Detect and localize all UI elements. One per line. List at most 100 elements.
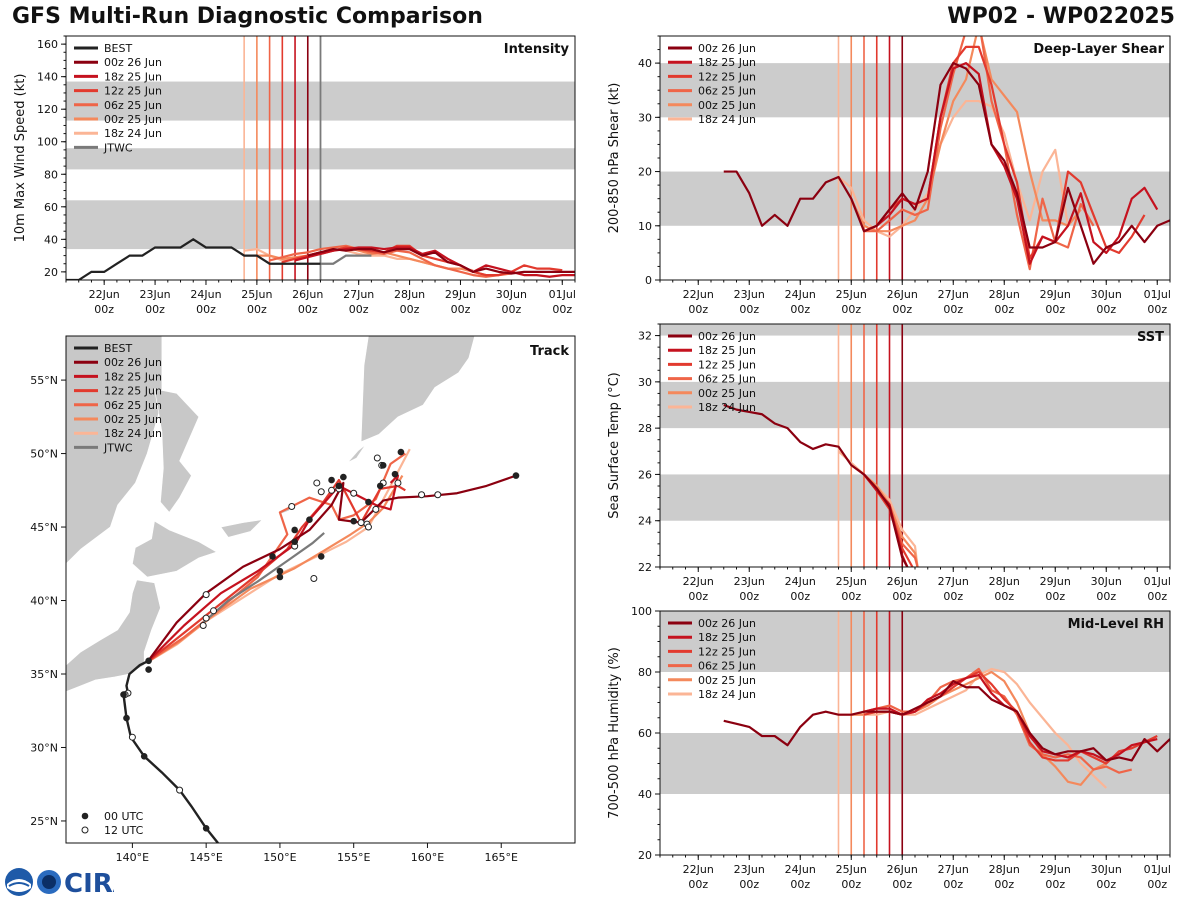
rh-band (660, 611, 1170, 672)
intensity-legend-label: 18z 25 Jun (104, 70, 162, 83)
intensity-ylabel: 10m Max Wind Speed (kt) (13, 74, 28, 243)
marker-00utc (276, 567, 284, 575)
rh-xtick-label: 23Jun (734, 863, 765, 876)
marker-00utc (291, 526, 298, 534)
shear-xtick-label: 22Jun (683, 288, 714, 301)
noaa-logo-icon: CIRA (5, 868, 133, 899)
page-title: GFS Multi-Run Diagnostic Comparison (12, 4, 483, 29)
shear-series-line (850, 36, 1082, 233)
rh-ylabel: 700-500 hPa Humidity (%) (607, 647, 622, 819)
marker-00utc (276, 573, 284, 581)
rh-legend-label: 06z 25 Jun (698, 660, 756, 673)
marker-12utc (210, 607, 218, 615)
intensity-ytick-label: 60 (44, 201, 58, 214)
shear-ytick-label: 40 (638, 57, 652, 70)
track-ytick-label: 30°N (30, 741, 58, 754)
sst-title: SST (1137, 330, 1164, 345)
marker-12utc (310, 574, 318, 582)
track-xtick-label: 145°E (189, 851, 222, 864)
intensity-ytick-label: 100 (37, 136, 58, 149)
rh-ytick-label: 60 (638, 727, 652, 740)
sst-xtick-label: 00z (688, 590, 708, 603)
shear-band (660, 171, 1170, 226)
track-legend-label: 00z 26 Jun (104, 356, 162, 369)
intensity-xtick-label: 27Jun (343, 288, 374, 301)
rh-legend-label: 18z 24 Jun (698, 688, 756, 701)
shear-xtick-label: 25Jun (836, 288, 867, 301)
intensity-legend-label: JTWC (103, 141, 133, 154)
sst-xtick-label: 00z (841, 590, 861, 603)
marker-12utc (202, 614, 210, 622)
panel-track: 140°E 145°E 150°E 155°E 160°E 165°E 25°N 30°N 35… (30, 335, 576, 864)
shear-ylabel: 200-850 hPa Shear (kt) (607, 83, 622, 234)
sst-ytick-label: 32 (638, 330, 652, 343)
sst-xtick-label: 00z (739, 590, 759, 603)
intensity-xtick-label: 25Jun (241, 288, 272, 301)
rh-xtick-label: 28Jun (989, 863, 1020, 876)
intensity-xtick-label: 00z (400, 303, 420, 316)
intensity-xtick-label: 00z (196, 303, 216, 316)
track-forecast-line (146, 474, 517, 663)
shear-series-line (864, 36, 1095, 271)
rh-band (660, 733, 1170, 794)
rh-xtick-label: 00z (994, 878, 1014, 891)
marker-00utc (145, 657, 152, 665)
sst-xtick-label: 24Jun (785, 575, 816, 588)
logo-text: CIRA (64, 869, 114, 898)
marker-00utc (512, 472, 520, 479)
sst-xtick-label: 28Jun (989, 575, 1020, 588)
marker-12utc (350, 489, 358, 497)
track-title: Track (530, 344, 569, 359)
rh-xtick-label: 27Jun (938, 863, 969, 876)
marker-12utc (202, 591, 210, 599)
track-legend-label: 18z 24 Jun (104, 427, 162, 440)
shear-ytick-label: 20 (638, 166, 652, 179)
marker-00utc (145, 666, 152, 673)
marker-12utc (357, 519, 365, 527)
marker-12utc (317, 488, 325, 496)
sst-band (660, 324, 1170, 336)
shear-xtick-label: 24Jun (785, 288, 816, 301)
intensity-series-line (307, 247, 575, 275)
marker-12utc (128, 733, 136, 741)
intensity-ytick-label: 40 (44, 233, 58, 246)
rh-ytick-label: 40 (638, 788, 652, 801)
track-frame (65, 335, 576, 844)
marker-12utc (434, 491, 442, 499)
shear-xtick-label: 27Jun (938, 288, 969, 301)
rh-xtick-label: 26Jun (887, 863, 918, 876)
intensity-xtick-label: 00z (247, 303, 267, 316)
marker-00utc (123, 714, 130, 722)
shear-xtick-label: 00z (790, 303, 810, 316)
intensity-xtick-label: 00z (451, 303, 471, 316)
shear-xtick-label: 23Jun (734, 288, 765, 301)
rh-xtick-label: 00z (688, 878, 708, 891)
marker-12utc (372, 505, 380, 513)
sst-xtick-label: 25Jun (836, 575, 867, 588)
shear-xtick-label: 01Jul (1144, 288, 1171, 301)
rh-plot-area (660, 611, 1170, 855)
sst-legend-label: 18z 25 Jun (698, 344, 756, 357)
marker-12utc (176, 786, 184, 794)
sst-xtick-label: 22Jun (683, 575, 714, 588)
sst-legend-label: 12z 25 Jun (698, 358, 756, 371)
marker-00utc (397, 448, 405, 456)
intensity-xtick-label: 28Jun (394, 288, 425, 301)
intensity-ytick-label: 20 (44, 266, 58, 279)
track-xtick-label: 160°E (411, 851, 444, 864)
rh-xtick-label: 30Jun (1091, 863, 1122, 876)
rh-legend-label: 12z 25 Jun (698, 645, 756, 658)
intensity-legend-label: 12z 25 Jun (104, 85, 162, 98)
sst-xtick-label: 27Jun (938, 575, 969, 588)
shear-legend-label: 18z 25 Jun (698, 56, 756, 69)
sst-series-line (837, 450, 919, 567)
rh-ytick-label: 100 (631, 605, 652, 618)
intensity-series-line (282, 244, 563, 277)
intensity-best-line (66, 238, 321, 280)
intensity-xtick-label: 01Jul (549, 288, 576, 301)
marker-12utc (373, 454, 381, 462)
track-ytick-label: 40°N (30, 595, 58, 608)
intensity-xtick-label: 24Jun (190, 288, 221, 301)
sst-band (660, 474, 1170, 521)
